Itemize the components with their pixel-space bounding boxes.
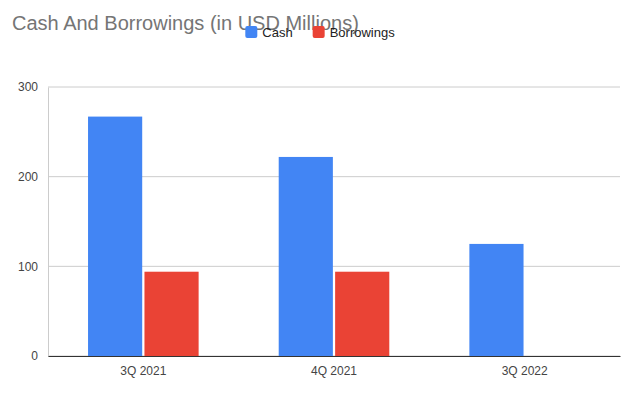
legend: Cash Borrowings	[245, 25, 395, 40]
y-tick-label: 200	[18, 170, 38, 184]
y-axis: 0 100 200 300	[18, 80, 49, 363]
y-tick: 0	[31, 349, 48, 363]
y-tick-label: 0	[31, 349, 38, 363]
chart-title: Cash And Borrowings (in USD Millions)	[12, 12, 359, 34]
y-tick: 200	[18, 170, 48, 184]
legend-swatch	[245, 26, 257, 38]
y-axis-line	[48, 88, 49, 357]
legend-swatch	[313, 26, 325, 38]
bar	[279, 157, 333, 356]
x-axis: 3Q 2021 4Q 2021 3Q 2022	[49, 356, 621, 378]
chart-container: Cash And Borrowings (in USD Millions) 0 10…	[0, 0, 640, 396]
bar	[88, 117, 142, 356]
x-tick: 3Q 2021	[120, 356, 166, 378]
y-tick-label: 300	[18, 80, 38, 94]
legend-label: Borrowings	[330, 25, 396, 40]
x-tick-label: 3Q 2021	[120, 364, 166, 378]
grid	[48, 87, 620, 356]
x-tick-label: 4Q 2021	[311, 364, 357, 378]
grid-line	[48, 87, 620, 88]
y-tick: 100	[18, 260, 48, 274]
y-tick: 300	[18, 80, 48, 94]
y-tick-label: 100	[18, 260, 38, 274]
bar	[335, 272, 389, 356]
x-tick: 4Q 2021	[311, 356, 357, 378]
chart-svg: Cash And Borrowings (in USD Millions) 0 10…	[0, 0, 640, 396]
x-tick-label: 3Q 2022	[502, 364, 548, 378]
bar	[144, 272, 198, 356]
legend-item: Cash	[245, 25, 292, 40]
legend-item: Borrowings	[313, 25, 396, 40]
x-axis-line	[49, 356, 621, 357]
legend-label: Cash	[262, 25, 292, 40]
background	[0, 0, 640, 396]
bars	[88, 117, 523, 356]
bar	[469, 244, 523, 356]
x-tick: 3Q 2022	[502, 356, 548, 378]
